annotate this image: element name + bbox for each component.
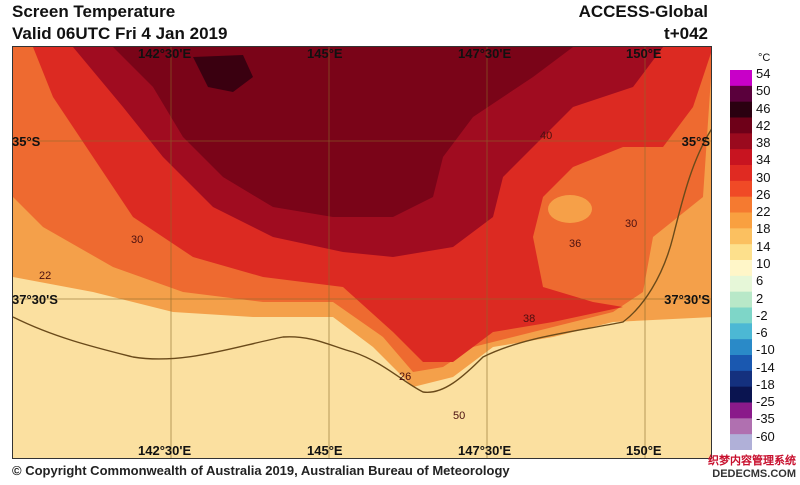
colorbar-swatch (730, 307, 752, 324)
coastline (13, 128, 711, 393)
colorbar-swatch (730, 291, 752, 308)
copyright-footer: © Copyright Commonwealth of Australia 20… (12, 463, 510, 478)
colorbar-swatch (730, 339, 752, 356)
map-title: Screen Temperature (12, 2, 176, 21)
valid-time: Valid 06UTC Fri 4 Jan 2019 (12, 24, 228, 43)
colorbar-tick-label: -35 (756, 411, 775, 427)
colorbar-swatch (730, 70, 752, 87)
graticule (13, 47, 711, 458)
colorbar-swatch (730, 370, 752, 388)
watermark: 织梦内容管理系统 DEDECMS.COM (708, 455, 796, 481)
colorbar-swatch (730, 196, 752, 213)
colorbar-tick-label: 22 (756, 204, 771, 220)
colorbar-tick-label: -60 (756, 428, 775, 444)
lat-label-left: 37°30'S (12, 292, 58, 307)
watermark-line: 织梦内容管理系统 (708, 455, 796, 467)
colorbar-swatch (730, 85, 752, 103)
colorbar-swatch (730, 149, 752, 166)
colorbar-tick-label: 14 (756, 238, 771, 254)
colorbar-swatch (730, 323, 752, 340)
colorbar-tick-label: 38 (756, 135, 771, 151)
colorbar-swatch (730, 244, 752, 261)
lon-label-bottom: 145°E (307, 443, 343, 458)
contour-label: 50 (453, 410, 465, 422)
colorbar-tick-label: 26 (756, 186, 771, 202)
contour-label: 36 (569, 238, 581, 250)
model-name: ACCESS-Global (578, 2, 708, 21)
colorbar-swatch (730, 101, 752, 118)
colorbar-tick-label: -18 (756, 376, 775, 392)
contour-label: 22 (39, 270, 51, 282)
colorbar-tick-label: 30 (756, 169, 771, 185)
colorbar-tick-label: -2 (756, 307, 768, 323)
contour-labels: 40 30 38 22 26 30 36 50 (39, 130, 637, 422)
colorbar-swatch (730, 418, 752, 435)
lead-time: t+042 (664, 24, 708, 43)
colorbar-tick-label: -10 (756, 342, 775, 358)
colorbar-swatch (730, 117, 752, 134)
lat-label-right: 37°30'S (664, 292, 710, 307)
colorbar-swatch (730, 212, 752, 229)
colorbar-swatch (730, 402, 752, 419)
colorbar-tick-label: -25 (756, 394, 775, 410)
colorbar-tick-label: -6 (756, 325, 768, 341)
colorbar-tick-label: 2 (756, 290, 764, 306)
contour-label: 26 (399, 371, 411, 383)
colorbar-swatch (730, 260, 752, 277)
colorbar-tick-label: -14 (756, 359, 775, 375)
colorbar-tick-label: 6 (756, 273, 764, 289)
contour-label: 38 (523, 313, 535, 325)
temperature-map-svg: 40 30 38 22 26 30 36 50 (13, 47, 711, 458)
lat-label-right: 35°S (681, 134, 710, 149)
watermark-line: DEDECMS.COM (712, 468, 796, 480)
colorbar-tick-label: 10 (756, 256, 771, 271)
band-46 (193, 55, 253, 92)
contour-label: 40 (540, 130, 552, 142)
colorbar-tick-label: 18 (756, 221, 771, 237)
lat-label-left: 35°S (12, 134, 41, 149)
colorbar-tick-label: 46 (756, 100, 771, 116)
colorbar-swatch (730, 165, 752, 182)
colorbar-swatch (730, 133, 752, 150)
colorbar-tick-label: 42 (756, 117, 771, 133)
colorbar-tick-label: 50 (756, 83, 771, 99)
lon-label-top: 145°E (307, 46, 343, 61)
colorbar-swatch (730, 386, 752, 403)
colorbar-tick-label: 54 (756, 66, 771, 81)
lon-label-top: 147°30'E (458, 46, 512, 61)
colorbar-swatch (730, 434, 752, 450)
lon-label-top: 150°E (626, 46, 662, 61)
colorbar-tick-label: 34 (756, 152, 771, 168)
colorbar-swatch (730, 355, 752, 372)
lon-label-bottom: 142°30'E (138, 443, 192, 458)
lon-label-top: 142°30'E (138, 46, 192, 61)
temperature-map: 40 30 38 22 26 30 36 50 (12, 46, 712, 459)
colorbar (730, 70, 752, 450)
lon-label-bottom: 150°E (626, 443, 662, 458)
colorbar-unit: °C (758, 52, 771, 64)
lon-label-bottom: 147°30'E (458, 443, 512, 458)
warm-pocket (548, 195, 592, 223)
colorbar-swatch (730, 180, 752, 198)
contour-label: 30 (131, 234, 143, 246)
colorbar-swatch (730, 275, 752, 293)
colorbar-swatch (730, 228, 752, 245)
contour-label: 30 (625, 218, 637, 230)
